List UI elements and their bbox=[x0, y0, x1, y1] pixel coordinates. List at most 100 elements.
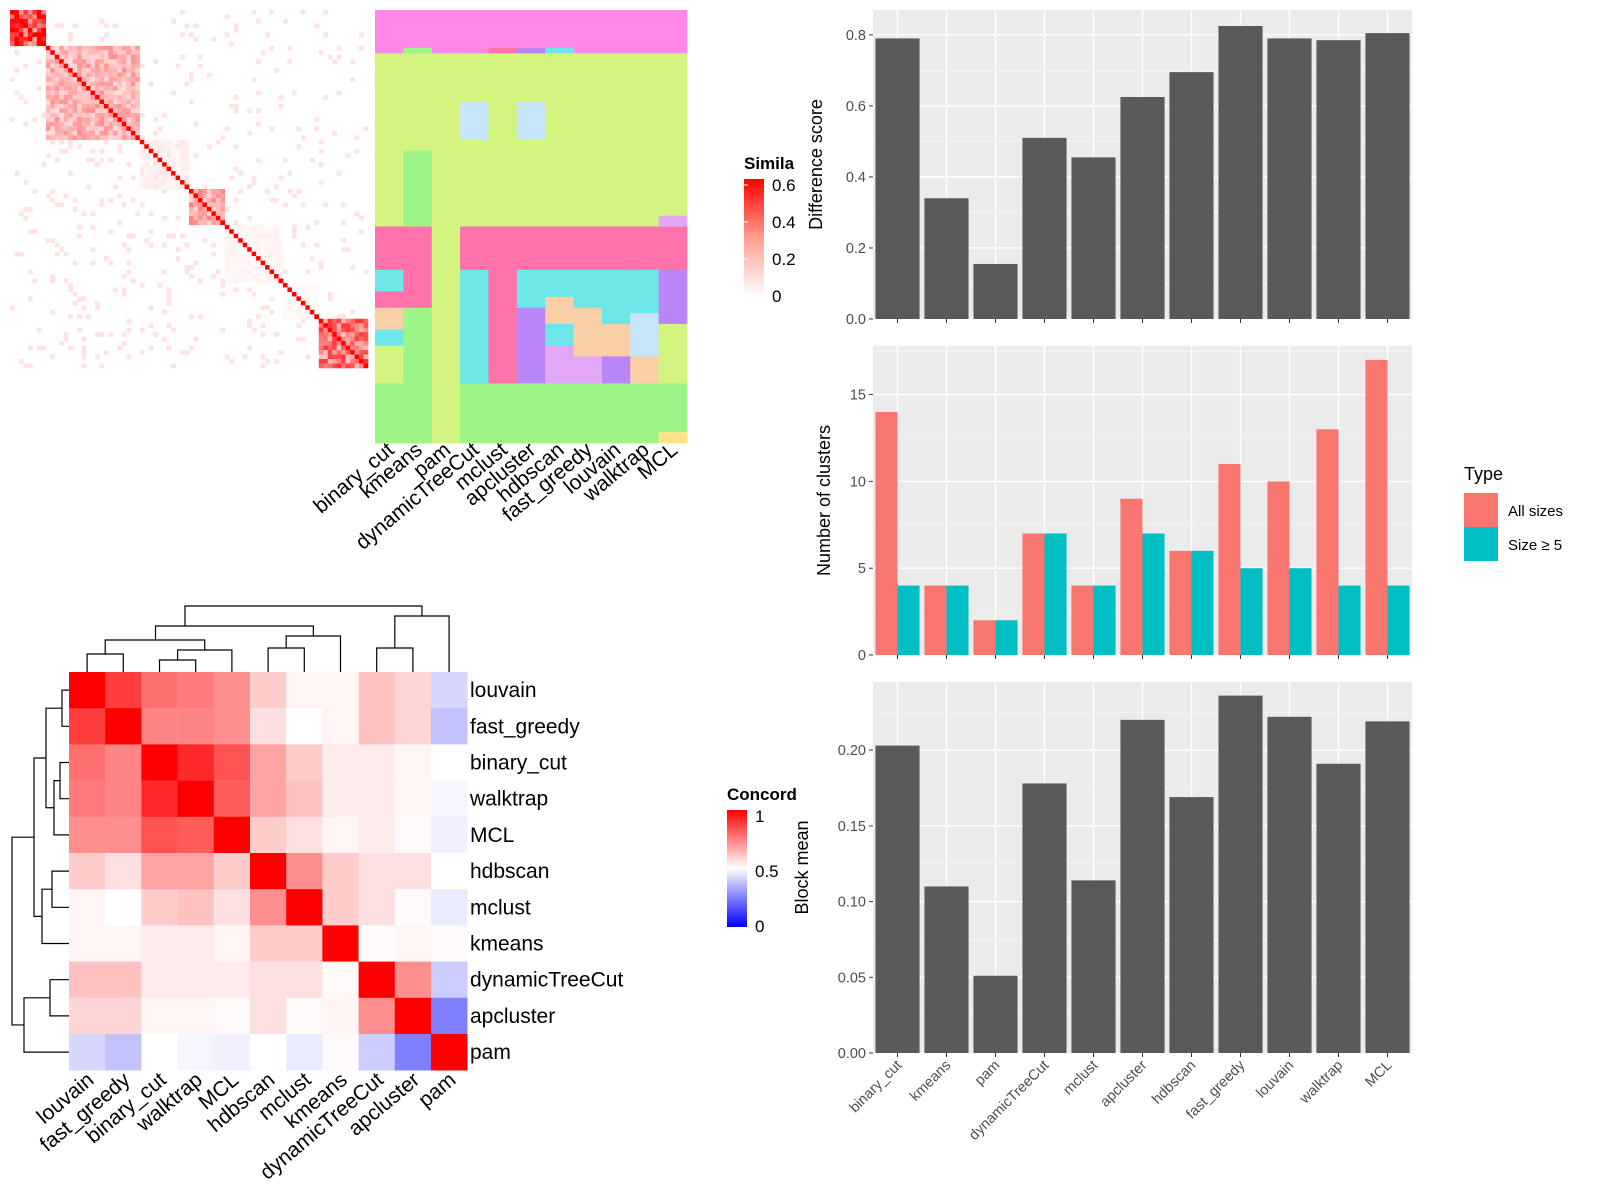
similarity-cell bbox=[95, 121, 100, 127]
similarity-cell bbox=[359, 345, 364, 351]
concordance-cell bbox=[141, 744, 178, 781]
similarity-cell bbox=[224, 229, 230, 235]
similarity-cell bbox=[126, 86, 132, 91]
similarity-cell bbox=[350, 363, 355, 369]
similarity-cell bbox=[121, 54, 127, 60]
similarity-cell bbox=[68, 282, 73, 288]
similarity-cell bbox=[184, 81, 190, 87]
similarity-cell bbox=[50, 139, 56, 145]
similarity-cell bbox=[27, 269, 33, 275]
similarity-cell bbox=[189, 314, 194, 320]
similarity-cell bbox=[81, 336, 87, 342]
assignment-cell bbox=[375, 10, 404, 54]
similarity-cell bbox=[59, 112, 64, 118]
similarity-cell bbox=[359, 32, 364, 38]
similarity-cell bbox=[45, 103, 51, 109]
similarity-cell bbox=[126, 90, 132, 96]
similarity-cell bbox=[54, 121, 60, 127]
similarity-cell bbox=[269, 274, 275, 279]
legend-key bbox=[1464, 493, 1498, 527]
similarity-cell bbox=[211, 274, 217, 279]
similarity-cell bbox=[126, 130, 132, 136]
similarity-cell bbox=[157, 148, 163, 154]
similarity-cell bbox=[350, 318, 355, 324]
similarity-cell bbox=[81, 108, 87, 114]
similarity-cell bbox=[336, 332, 342, 337]
assignment-cell bbox=[601, 269, 631, 325]
similarity-cell bbox=[247, 269, 252, 275]
similarity-cell bbox=[103, 63, 109, 69]
similarity-cell bbox=[95, 50, 100, 56]
similarity-cell bbox=[318, 162, 324, 167]
similarity-cell bbox=[63, 251, 69, 257]
similarity-cell bbox=[256, 274, 261, 279]
similarity-cell bbox=[224, 265, 230, 270]
similarity-cell bbox=[175, 153, 181, 158]
similarity-cell bbox=[314, 309, 320, 315]
similarity-cell bbox=[300, 10, 306, 15]
similarity-cell bbox=[327, 345, 333, 351]
similarity-cell bbox=[202, 189, 208, 194]
similarity-cell bbox=[108, 59, 114, 64]
assignment-cell bbox=[630, 383, 660, 444]
concordance-cell bbox=[358, 672, 396, 709]
similarity-cell bbox=[14, 10, 20, 15]
similarity-cell bbox=[90, 247, 96, 252]
similarity-cell bbox=[72, 300, 78, 306]
similarity-cell bbox=[233, 220, 239, 226]
similarity-cell bbox=[162, 162, 167, 167]
similarity-cell bbox=[10, 27, 15, 33]
concordance-cell bbox=[105, 889, 142, 926]
similarity-cell bbox=[247, 265, 252, 270]
similarity-cell bbox=[341, 336, 346, 342]
similarity-cell bbox=[247, 287, 252, 293]
similarity-cell bbox=[108, 126, 114, 132]
similarity-cell bbox=[184, 139, 190, 145]
similarity-cell bbox=[197, 211, 203, 217]
concordance-cell bbox=[431, 889, 468, 926]
similarity-cell bbox=[265, 256, 270, 261]
similarity-cell bbox=[242, 256, 248, 261]
similarity-cell bbox=[300, 202, 306, 208]
similarity-cell bbox=[224, 32, 230, 38]
similarity-cell bbox=[220, 215, 226, 221]
similarity-cell bbox=[197, 215, 203, 221]
similarity-cell bbox=[72, 197, 78, 203]
concordance-cell bbox=[322, 1034, 359, 1071]
similarity-cell bbox=[300, 314, 306, 320]
similarity-cell bbox=[269, 260, 275, 266]
similarity-cell bbox=[350, 354, 355, 360]
similarity-cell bbox=[95, 305, 100, 311]
concordance-cell bbox=[213, 961, 251, 999]
similarity-cell bbox=[63, 126, 69, 132]
similarity-cell bbox=[345, 323, 351, 329]
similarity-cell bbox=[327, 323, 333, 329]
concordance-cell bbox=[69, 961, 106, 999]
similarity-cell bbox=[130, 54, 136, 60]
similarity-cell bbox=[23, 206, 29, 212]
similarity-cell bbox=[59, 126, 64, 132]
similarity-cell bbox=[256, 242, 261, 248]
similarity-cell bbox=[180, 350, 185, 355]
similarity-cell bbox=[300, 242, 306, 248]
similarity-cell bbox=[77, 296, 82, 302]
similarity-cell bbox=[193, 202, 199, 208]
similarity-cell bbox=[32, 18, 38, 24]
similarity-cell bbox=[63, 99, 69, 105]
similarity-cell bbox=[184, 180, 190, 185]
similarity-cell bbox=[184, 184, 190, 190]
similarity-cell bbox=[242, 265, 248, 270]
similarity-cell bbox=[95, 126, 100, 132]
similarity-cell bbox=[309, 300, 315, 306]
similarity-cell bbox=[108, 50, 114, 56]
similarity-cell bbox=[363, 363, 369, 369]
similarity-cell bbox=[14, 251, 20, 257]
similarity-cell bbox=[233, 256, 239, 261]
similarity-cell bbox=[224, 251, 230, 257]
similarity-cell bbox=[175, 256, 181, 261]
assignment-cell bbox=[460, 226, 489, 271]
similarity-cell bbox=[126, 112, 132, 118]
similarity-cell bbox=[157, 180, 163, 185]
assignment-cell bbox=[460, 383, 489, 444]
